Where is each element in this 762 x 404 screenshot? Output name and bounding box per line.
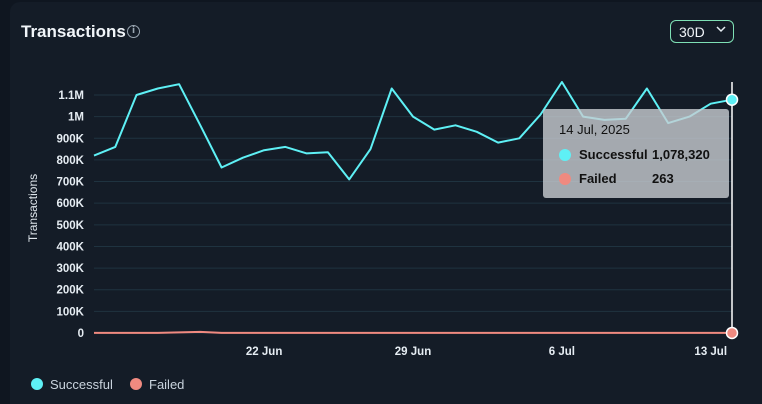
chart-tooltip: 14 Jul, 2025 Successful 1,078,320 Failed… — [543, 109, 729, 198]
info-icon[interactable]: i — [127, 25, 140, 38]
y-tick-label: 200K — [57, 285, 85, 297]
x-tick-label: 22 Jun — [246, 346, 282, 358]
y-tick-label: 100K — [57, 306, 85, 318]
hover-marker-successful — [725, 93, 739, 106]
x-tick-label: 13 Jul — [694, 346, 727, 358]
legend-label-successful: Successful — [50, 377, 113, 392]
y-tick-label: 1.1M — [58, 90, 84, 102]
x-tick-label: 29 Jun — [395, 346, 431, 358]
tooltip-series-name: Failed — [579, 171, 617, 186]
range-select-value: 30D — [679, 24, 705, 40]
tooltip-series-value: 263 — [652, 171, 674, 186]
y-tick-label: 300K — [57, 263, 85, 275]
y-tick-label: 500K — [57, 220, 85, 232]
tooltip-dot-failed — [559, 173, 571, 185]
tooltip-series-name: Successful — [579, 147, 648, 162]
chart-title: Transactions — [21, 22, 126, 41]
y-tick-label: 800K — [57, 155, 85, 167]
y-tick-label: 0 — [78, 328, 84, 340]
tooltip-series-value: 1,078,320 — [652, 147, 710, 162]
y-tick-label: 700K — [57, 177, 85, 189]
series-line-failed — [94, 330, 732, 334]
x-tick-label: 6 Jul — [549, 346, 575, 358]
y-tick-label: 600K — [57, 198, 85, 210]
y-axis-label: Transactions — [26, 174, 40, 242]
tooltip-dot-successful — [559, 149, 571, 161]
legend-label-failed: Failed — [149, 377, 185, 392]
hover-marker-failed — [725, 326, 739, 340]
legend-dot-failed — [130, 378, 142, 390]
y-tick-label: 1M — [68, 112, 84, 124]
y-tick-label: 900K — [57, 133, 85, 145]
range-select[interactable]: 30D — [670, 20, 734, 43]
chevron-down-icon — [716, 26, 726, 33]
y-tick-label: 400K — [57, 241, 85, 253]
legend-dot-successful — [31, 378, 43, 390]
tooltip-date: 14 Jul, 2025 — [559, 122, 630, 137]
